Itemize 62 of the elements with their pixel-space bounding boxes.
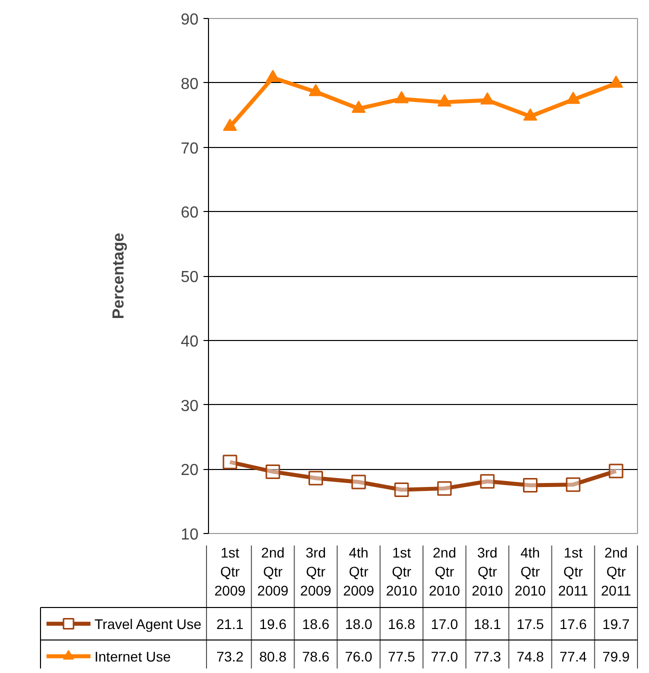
data-label: 73.2 xyxy=(216,648,244,664)
data-label: 18.6 xyxy=(302,616,330,632)
point xyxy=(480,92,494,105)
x-tick-label: 1st Qtr 2009 xyxy=(214,544,246,599)
point xyxy=(566,92,580,104)
x-tick-label: 4th Qtr 2009 xyxy=(343,544,374,599)
data-label: 16.8 xyxy=(388,616,416,632)
x-tick-label: 1st Qtr 2011 xyxy=(558,544,588,599)
y-tick-label: 50 xyxy=(180,269,199,286)
point xyxy=(608,464,624,478)
data-label: 77.4 xyxy=(560,648,587,664)
y-tick-label: 70 xyxy=(180,140,199,158)
x-tick-label: 3rd Qtr 2009 xyxy=(300,544,332,599)
point xyxy=(222,118,237,131)
data-label: 18.1 xyxy=(474,616,502,632)
point xyxy=(351,474,366,490)
point xyxy=(308,84,323,96)
x-tick-label: 4th Qtr 2010 xyxy=(514,544,546,599)
data-label: 77.5 xyxy=(388,648,416,664)
data-label: 19.7 xyxy=(602,616,630,632)
legend-label: Travel Agent Use xyxy=(94,616,202,632)
data-label: 18.0 xyxy=(345,616,372,632)
data-label: 74.8 xyxy=(516,648,544,664)
data-label: 80.8 xyxy=(259,648,287,664)
data-label: 79.9 xyxy=(602,648,630,664)
point xyxy=(222,454,238,470)
point xyxy=(352,100,366,113)
point xyxy=(266,464,280,479)
x-tick-label: 2nd Qtr 2009 xyxy=(257,544,289,599)
data-label: 78.6 xyxy=(302,648,330,664)
legend-label: Internet Use xyxy=(94,648,171,664)
data-label: 76.0 xyxy=(345,648,372,664)
point xyxy=(480,474,495,489)
point xyxy=(609,76,624,88)
y-tick-label: 30 xyxy=(180,398,199,415)
point xyxy=(523,478,538,492)
point xyxy=(308,470,323,486)
data-label: 17.5 xyxy=(516,616,544,632)
point xyxy=(437,481,452,496)
point xyxy=(266,70,280,82)
x-tick-label: 2nd Qtr 2010 xyxy=(428,544,460,599)
x-tick-label: 1st Qtr 2010 xyxy=(386,544,418,599)
point xyxy=(394,90,409,104)
y-axis-title: Percentage xyxy=(110,232,128,320)
data-label: 21.1 xyxy=(216,616,244,632)
x-tick-label: 3rd Qtr 2010 xyxy=(472,544,504,599)
y-tick-label: 90 xyxy=(180,12,199,28)
point xyxy=(437,94,452,106)
data-label: 77.0 xyxy=(430,648,458,664)
data-label: 77.3 xyxy=(474,648,502,664)
y-tick-label: 10 xyxy=(180,526,199,544)
point xyxy=(394,482,409,497)
y-tick-label: 80 xyxy=(180,76,199,93)
data-label: 17.0 xyxy=(430,616,458,632)
y-tick-label: 40 xyxy=(180,333,199,350)
y-tick-label: 20 xyxy=(180,462,199,480)
y-tick-label: 60 xyxy=(180,204,199,222)
data-label: 17.6 xyxy=(560,616,587,632)
data-label: 19.6 xyxy=(259,616,287,632)
x-tick-label: 2nd Qtr 2011 xyxy=(600,544,632,599)
point xyxy=(566,477,580,492)
point xyxy=(523,108,538,121)
